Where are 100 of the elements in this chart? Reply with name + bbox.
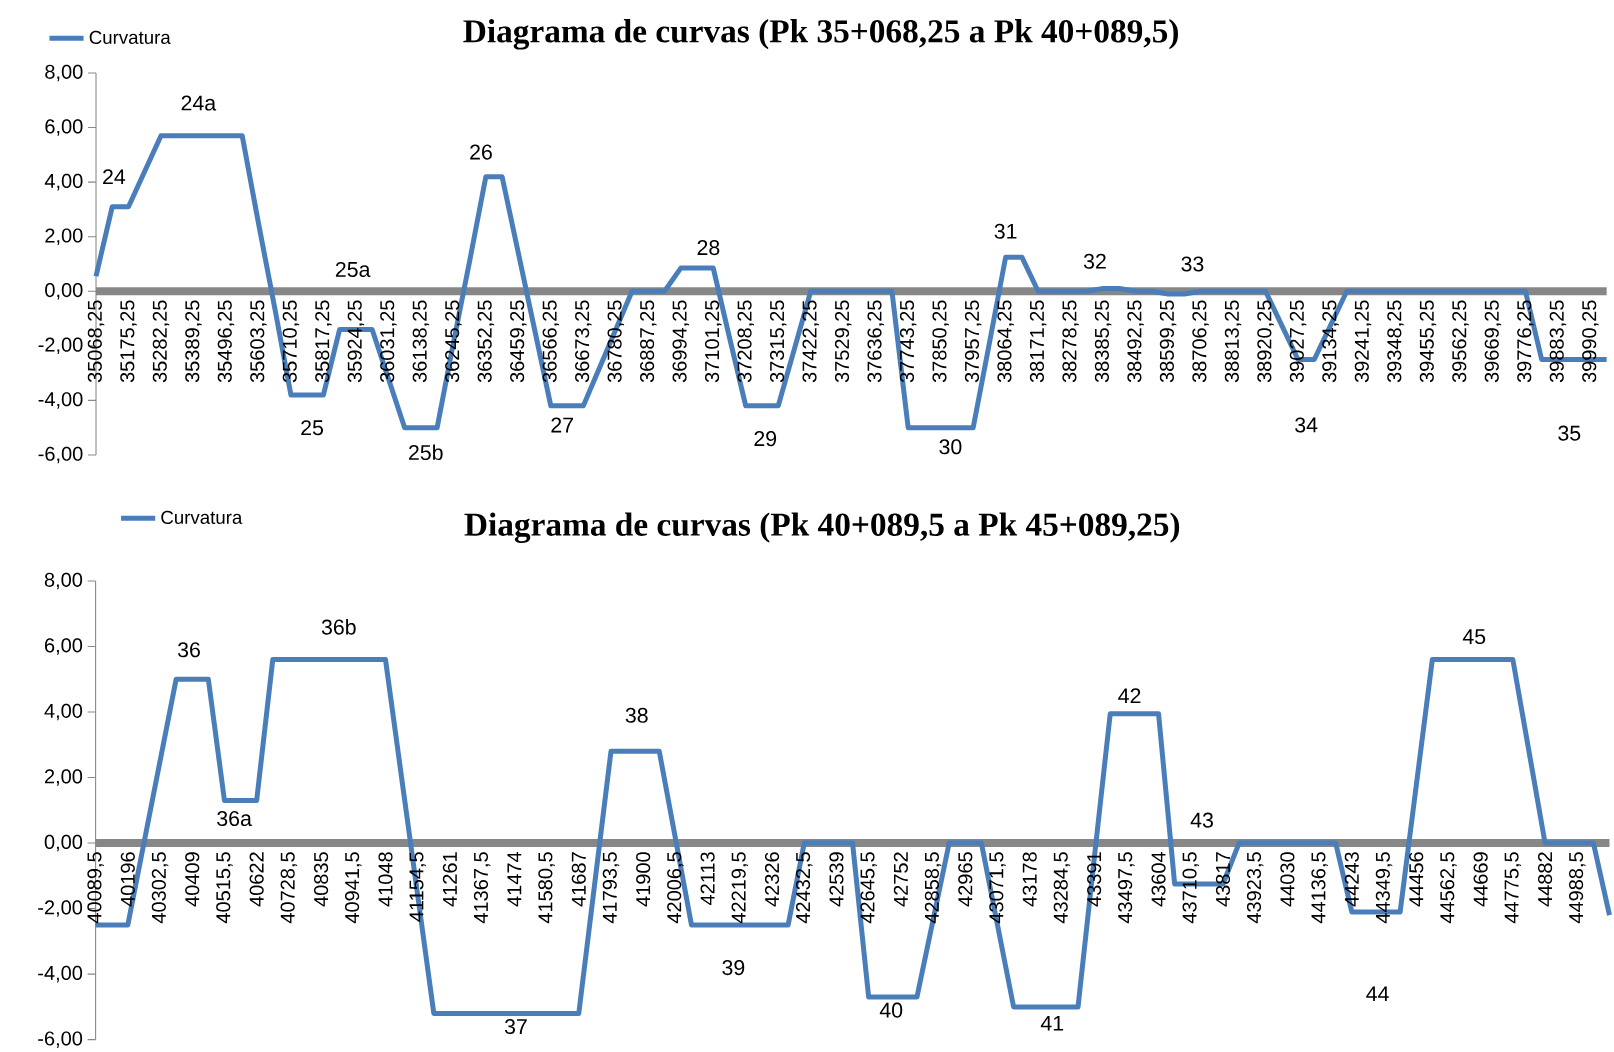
x-tick-label: 38385,25: [1094, 300, 1112, 383]
y-tick-label: -6,00: [38, 446, 83, 464]
annotation: 44: [1366, 986, 1389, 1002]
y-tick-label: 2,00: [44, 769, 83, 786]
x-tick-label: 44456: [1409, 852, 1424, 907]
annotation: 30: [939, 439, 962, 455]
x-tick-label: 38920,25: [1257, 300, 1274, 383]
x-tick-label: 35924,25: [347, 300, 365, 383]
x-tick-label: 44349,5: [1375, 852, 1393, 924]
x-tick-label: 43178: [1022, 852, 1037, 907]
chart-title: Diagrama de curvas (Pk 35+068,25 a Pk 40+089,5): [463, 19, 1178, 50]
x-tick-label: 36245,25: [445, 300, 462, 383]
y-tick-label: 6,00: [45, 638, 83, 655]
annotation: 35: [1558, 425, 1581, 441]
x-tick-label: 35710,25: [282, 300, 300, 383]
x-tick-label: 35817,25: [315, 300, 332, 383]
y-tick-label: 4,00: [44, 703, 83, 721]
x-tick-label: 36352,25: [477, 300, 495, 383]
x-tick-label: 38064,25: [997, 300, 1014, 383]
x-tick-label: 40835: [314, 852, 329, 907]
annotation: 28: [697, 240, 720, 256]
y-tick-label: 8,00: [45, 64, 83, 82]
x-tick-label: 42752: [893, 852, 908, 907]
x-tick-label: 44775,5: [1504, 852, 1522, 924]
x-tick-label: 41367,5: [473, 852, 491, 924]
annotation: 41: [1040, 1015, 1064, 1031]
x-tick-label: 42113: [700, 852, 715, 906]
x-tick-label: 39562,25: [1452, 300, 1469, 383]
y-tick-label: -2,00: [38, 900, 83, 917]
annotation: 45: [1462, 629, 1486, 645]
y-tick-label: -2,00: [38, 337, 83, 355]
annotation: 24: [103, 169, 126, 185]
annotation: 40: [879, 1002, 903, 1018]
x-tick-label: 40409: [185, 852, 200, 907]
annotation: 42: [1118, 688, 1141, 704]
annotation: 33: [1181, 256, 1204, 272]
x-tick-label: 36780,25: [607, 300, 625, 383]
x-tick-label: 40089,5: [87, 852, 104, 924]
x-tick-label: 37208,25: [737, 300, 754, 383]
annotation: 43: [1190, 812, 1213, 828]
x-tick-label: 39990,25: [1582, 300, 1599, 383]
annotation: 36b: [321, 619, 356, 635]
annotation: 32: [1083, 253, 1106, 269]
x-tick-label: 41474: [507, 851, 522, 907]
x-tick-label: 35068,25: [87, 300, 105, 383]
y-tick-label: -4,00: [38, 392, 83, 409]
chart-title: Diagrama de curvas (Pk 40+089,5 a Pk 45+089,25): [464, 512, 1180, 543]
x-tick-label: 35282,25: [152, 300, 170, 383]
x-tick-label: 38706,25: [1192, 300, 1209, 383]
annotation: 25b: [409, 444, 443, 461]
x-tick-label: 39027,25: [1289, 300, 1307, 383]
x-tick-label: 35603,25: [250, 300, 267, 383]
x-tick-label: 41687: [571, 852, 586, 907]
x-tick-label: 36459,25: [510, 300, 527, 383]
y-tick-label: 8,00: [44, 572, 83, 590]
x-tick-label: 44136,5: [1311, 852, 1328, 924]
x-tick-label: 44562,5: [1440, 852, 1457, 924]
x-tick-label: 38813,25: [1224, 300, 1242, 383]
x-tick-label: 42006,5: [667, 852, 684, 924]
annotation: 25: [301, 420, 323, 436]
x-tick-label: 41261: [442, 852, 457, 907]
x-tick-label: 43497,5: [1118, 852, 1135, 924]
x-tick-label: 42965: [958, 852, 973, 907]
x-tick-label: 39134,25: [1322, 300, 1339, 383]
x-tick-label: 42645,5: [860, 852, 877, 924]
legend-label: Curvatura: [89, 30, 171, 45]
annotation: 37: [504, 1019, 527, 1035]
y-tick-label: -4,00: [38, 965, 83, 983]
x-tick-label: 39669,25: [1484, 300, 1502, 383]
x-tick-label: 40515,5: [216, 852, 233, 924]
x-tick-label: 37315,25: [769, 300, 787, 383]
x-tick-label: 37743,25: [899, 300, 917, 383]
x-tick-label: 41048: [378, 852, 393, 907]
x-tick-label: 42432,5: [795, 852, 813, 924]
x-tick-label: 41154,5: [409, 852, 426, 922]
y-tick-label: 2,00: [45, 228, 83, 245]
annotation: 25a: [335, 261, 371, 277]
x-tick-label: 37636,25: [867, 300, 884, 383]
x-tick-label: 44882: [1537, 852, 1553, 907]
x-tick-label: 35175,25: [120, 300, 137, 383]
x-tick-label: 42219,5: [731, 852, 749, 924]
x-tick-label: 35496,25: [217, 300, 235, 383]
x-tick-label: 36031,25: [380, 300, 397, 383]
annotation: 31: [994, 223, 1017, 239]
x-tick-label: 37850,25: [932, 300, 949, 383]
x-tick-label: 37101,25: [705, 300, 722, 383]
x-tick-label: 40941,5: [345, 852, 362, 924]
x-tick-label: 43071,5: [989, 852, 1006, 924]
y-tick-label: 4,00: [44, 173, 83, 191]
x-tick-label: 35389,25: [185, 300, 202, 383]
x-tick-label: 44988,5: [1569, 852, 1586, 924]
annotation: 26: [470, 144, 492, 160]
annotation: 34: [1295, 417, 1318, 433]
x-tick-label: 36887,25: [640, 300, 657, 383]
x-tick-label: 40196: [120, 852, 135, 907]
annotation: 29: [754, 431, 777, 447]
x-tick-label: 36994,25: [672, 300, 690, 383]
x-tick-label: 39883,25: [1549, 300, 1567, 383]
y-tick-label: 6,00: [45, 119, 83, 136]
x-tick-label: 40302,5: [151, 852, 169, 924]
